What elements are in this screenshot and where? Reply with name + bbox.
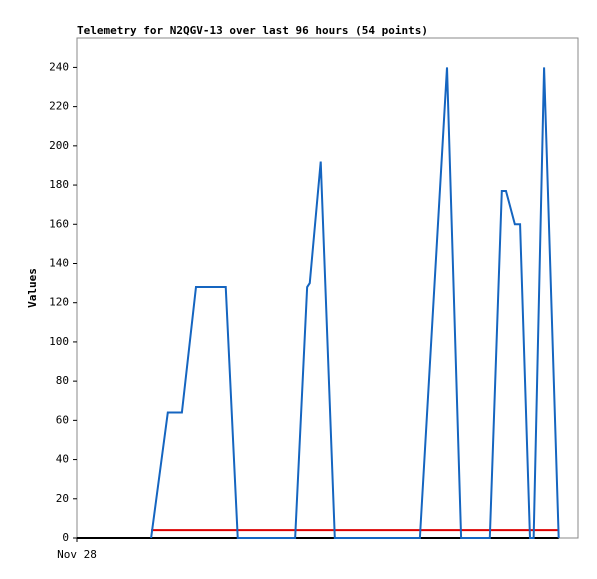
- y-tick-label: 120: [49, 296, 69, 309]
- y-tick-label: 200: [49, 139, 69, 152]
- y-tick-label: 0: [62, 531, 69, 544]
- y-tick-label: 40: [56, 453, 69, 466]
- y-tick-label: 220: [49, 100, 69, 113]
- y-tick-label: 180: [49, 178, 69, 191]
- y-tick-label: 20: [56, 492, 69, 505]
- chart-title: Telemetry for N2QGV-13 over last 96 hour…: [77, 24, 428, 37]
- y-axis-label: Values: [26, 268, 39, 308]
- x-tick-label: Nov 28: [57, 548, 97, 561]
- y-tick-label: 140: [49, 256, 69, 269]
- y-tick-label: 60: [56, 413, 69, 426]
- y-tick-label: 240: [49, 60, 69, 73]
- y-tick-label: 80: [56, 374, 69, 387]
- y-tick-label: 160: [49, 217, 69, 230]
- y-tick-label: 100: [49, 335, 69, 348]
- series-line: [150, 67, 560, 539]
